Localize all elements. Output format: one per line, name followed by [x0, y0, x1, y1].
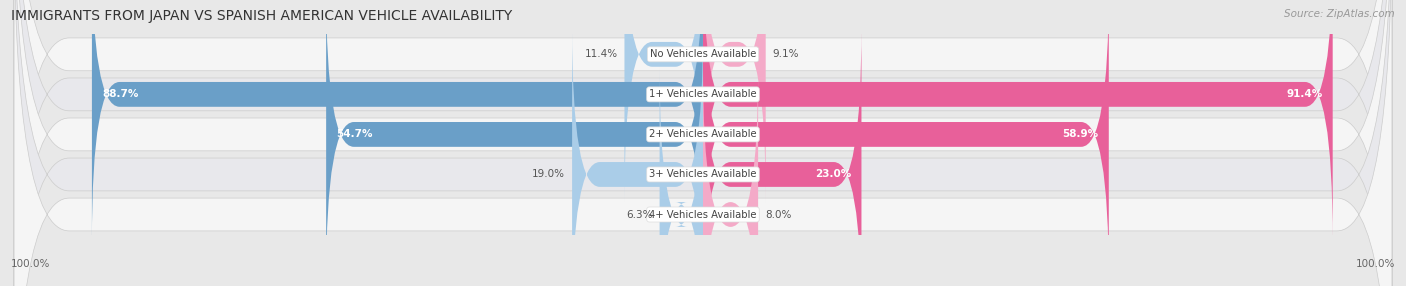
- FancyBboxPatch shape: [91, 0, 703, 242]
- Text: 91.4%: 91.4%: [1286, 90, 1323, 99]
- Text: 9.1%: 9.1%: [772, 49, 799, 59]
- Text: 54.7%: 54.7%: [336, 130, 373, 139]
- Text: IMMIGRANTS FROM JAPAN VS SPANISH AMERICAN VEHICLE AVAILABILITY: IMMIGRANTS FROM JAPAN VS SPANISH AMERICA…: [11, 9, 513, 23]
- FancyBboxPatch shape: [14, 0, 1392, 286]
- FancyBboxPatch shape: [703, 27, 862, 286]
- FancyBboxPatch shape: [14, 0, 1392, 286]
- FancyBboxPatch shape: [703, 0, 1109, 282]
- FancyBboxPatch shape: [14, 0, 1392, 286]
- Text: Source: ZipAtlas.com: Source: ZipAtlas.com: [1284, 9, 1395, 19]
- Text: No Vehicles Available: No Vehicles Available: [650, 49, 756, 59]
- Text: 3+ Vehicles Available: 3+ Vehicles Available: [650, 170, 756, 179]
- FancyBboxPatch shape: [624, 0, 703, 202]
- FancyBboxPatch shape: [572, 27, 703, 286]
- Text: 100.0%: 100.0%: [1355, 259, 1395, 269]
- FancyBboxPatch shape: [14, 0, 1392, 286]
- Text: 1+ Vehicles Available: 1+ Vehicles Available: [650, 90, 756, 99]
- Text: 11.4%: 11.4%: [585, 49, 617, 59]
- Text: 23.0%: 23.0%: [815, 170, 851, 179]
- FancyBboxPatch shape: [659, 67, 703, 286]
- Text: 2+ Vehicles Available: 2+ Vehicles Available: [650, 130, 756, 139]
- FancyBboxPatch shape: [703, 0, 766, 202]
- Text: 19.0%: 19.0%: [533, 170, 565, 179]
- Text: 100.0%: 100.0%: [11, 259, 51, 269]
- FancyBboxPatch shape: [703, 67, 758, 286]
- Text: 88.7%: 88.7%: [103, 90, 139, 99]
- FancyBboxPatch shape: [14, 0, 1392, 286]
- Text: 58.9%: 58.9%: [1063, 130, 1098, 139]
- FancyBboxPatch shape: [703, 0, 1333, 242]
- Text: 8.0%: 8.0%: [765, 210, 792, 219]
- Text: 6.3%: 6.3%: [626, 210, 652, 219]
- FancyBboxPatch shape: [326, 0, 703, 282]
- Text: 4+ Vehicles Available: 4+ Vehicles Available: [650, 210, 756, 219]
